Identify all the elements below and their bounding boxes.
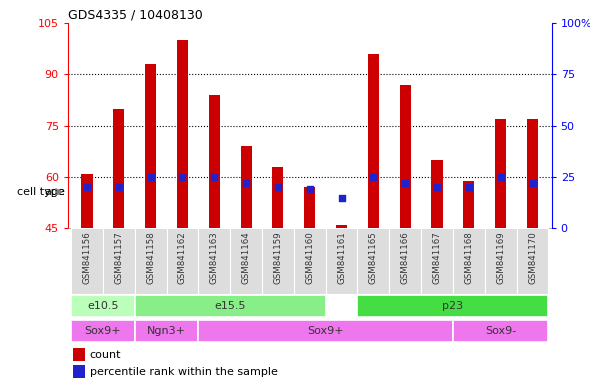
Text: Sox9-: Sox9-	[485, 326, 516, 336]
Bar	[209, 95, 220, 228]
Point	[273, 184, 283, 190]
FancyBboxPatch shape	[103, 228, 135, 294]
Text: GSM841167: GSM841167	[432, 232, 441, 285]
Bar	[463, 180, 474, 228]
Text: GSM841162: GSM841162	[178, 232, 187, 285]
Text: e15.5: e15.5	[214, 301, 246, 311]
FancyBboxPatch shape	[71, 228, 103, 294]
Text: GSM841161: GSM841161	[337, 232, 346, 285]
FancyBboxPatch shape	[453, 228, 485, 294]
FancyBboxPatch shape	[135, 295, 326, 318]
Bar	[177, 40, 188, 228]
Text: GSM841165: GSM841165	[369, 232, 378, 285]
FancyBboxPatch shape	[135, 320, 198, 343]
FancyBboxPatch shape	[485, 228, 517, 294]
Point	[528, 180, 537, 186]
Text: p23: p23	[442, 301, 464, 311]
Point	[114, 184, 123, 190]
Text: GSM841169: GSM841169	[496, 232, 505, 285]
Bar	[304, 187, 315, 228]
Bar	[368, 54, 379, 228]
FancyBboxPatch shape	[326, 228, 358, 294]
FancyBboxPatch shape	[71, 320, 135, 343]
Point	[337, 195, 346, 201]
Text: GSM841159: GSM841159	[273, 232, 283, 285]
Text: Sox9+: Sox9+	[84, 326, 121, 336]
Text: GSM841157: GSM841157	[114, 232, 123, 285]
Text: GSM841160: GSM841160	[305, 232, 314, 285]
FancyBboxPatch shape	[421, 228, 453, 294]
Bar	[73, 365, 85, 379]
FancyBboxPatch shape	[294, 228, 326, 294]
Point	[241, 180, 251, 186]
Bar	[527, 119, 538, 228]
Point	[209, 174, 219, 180]
Text: e10.5: e10.5	[87, 301, 119, 311]
Bar	[399, 85, 411, 228]
Text: GSM841164: GSM841164	[241, 232, 251, 285]
FancyBboxPatch shape	[230, 228, 262, 294]
Bar	[73, 348, 85, 361]
Bar	[273, 167, 283, 228]
FancyBboxPatch shape	[166, 228, 198, 294]
Point	[496, 174, 506, 180]
Point	[432, 184, 442, 190]
Bar	[431, 160, 442, 228]
FancyBboxPatch shape	[198, 228, 230, 294]
FancyBboxPatch shape	[135, 228, 166, 294]
Point	[401, 180, 410, 186]
Bar	[113, 109, 124, 228]
Bar	[336, 225, 347, 228]
FancyBboxPatch shape	[517, 228, 549, 294]
FancyBboxPatch shape	[453, 320, 549, 343]
Text: GSM841156: GSM841156	[83, 232, 91, 285]
Text: GSM841163: GSM841163	[210, 232, 219, 285]
FancyBboxPatch shape	[358, 228, 389, 294]
Text: GSM841168: GSM841168	[464, 232, 473, 285]
FancyBboxPatch shape	[198, 320, 453, 343]
Point	[82, 184, 91, 190]
FancyBboxPatch shape	[358, 295, 549, 318]
Bar	[145, 64, 156, 228]
Text: count: count	[90, 349, 121, 359]
Text: GSM841158: GSM841158	[146, 232, 155, 285]
Text: GDS4335 / 10408130: GDS4335 / 10408130	[68, 9, 202, 22]
Point	[146, 174, 155, 180]
Text: GSM841170: GSM841170	[528, 232, 537, 285]
Point	[464, 184, 474, 190]
Bar	[81, 174, 93, 228]
Text: percentile rank within the sample: percentile rank within the sample	[90, 367, 277, 377]
Text: GSM841166: GSM841166	[401, 232, 409, 285]
Text: cell type: cell type	[17, 187, 65, 197]
Text: Ngn3+: Ngn3+	[147, 326, 186, 336]
Bar	[495, 119, 506, 228]
Text: age: age	[44, 187, 65, 197]
FancyBboxPatch shape	[262, 228, 294, 294]
Bar	[241, 146, 252, 228]
Point	[369, 174, 378, 180]
Point	[178, 174, 187, 180]
FancyBboxPatch shape	[389, 228, 421, 294]
Point	[305, 186, 314, 192]
FancyBboxPatch shape	[71, 295, 135, 318]
Text: Sox9+: Sox9+	[307, 326, 344, 336]
